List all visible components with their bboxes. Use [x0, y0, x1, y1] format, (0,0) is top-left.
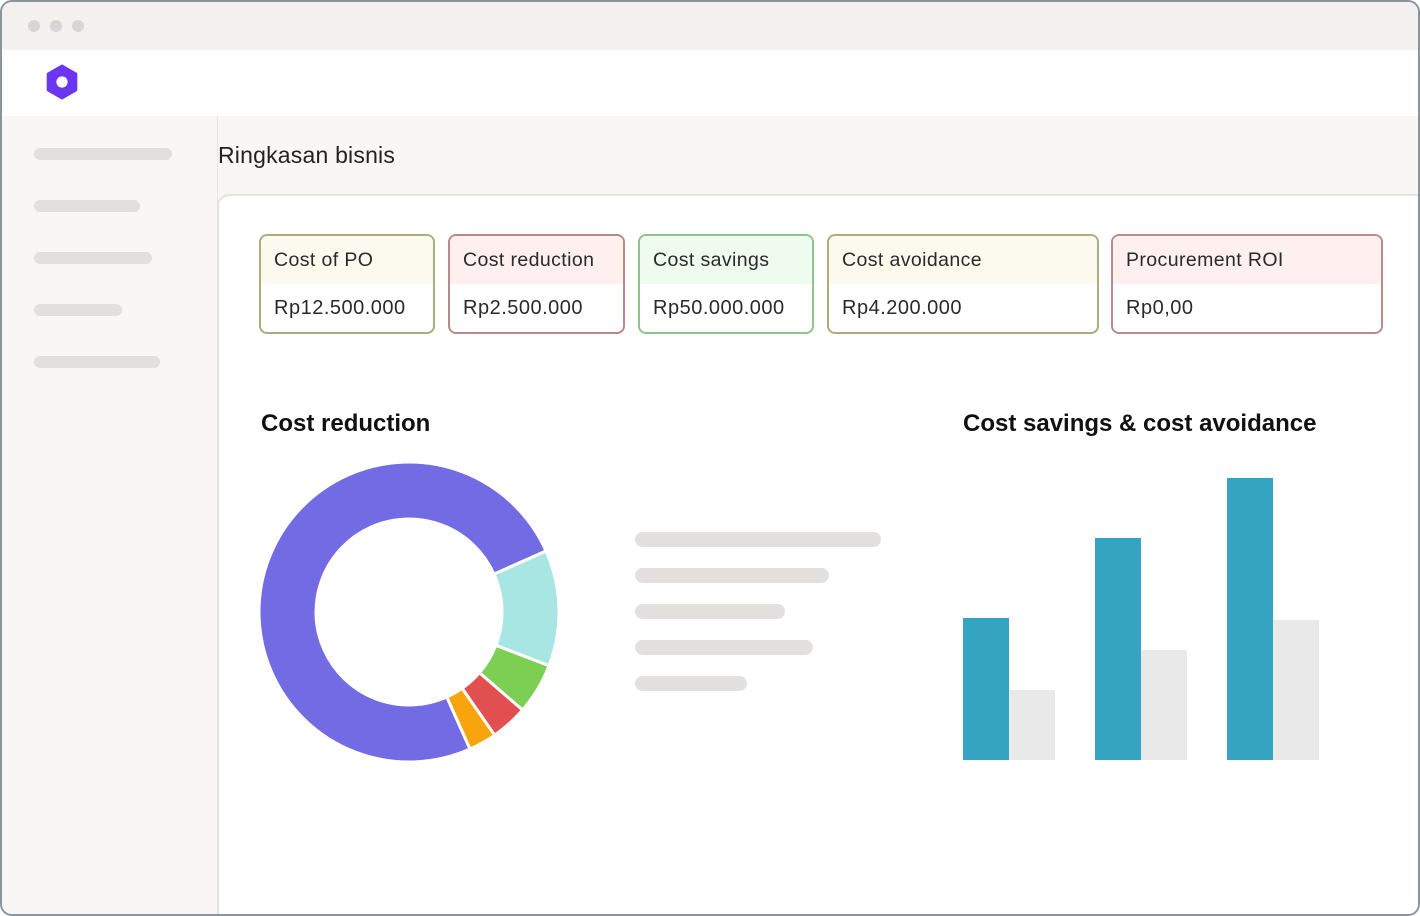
metric-label: Cost of PO: [261, 236, 433, 284]
legend-item: [635, 568, 829, 583]
metric-label: Cost savings: [640, 236, 812, 284]
bar-cost-savings[interactable]: [1227, 478, 1273, 760]
app-body: Ringkasan bisnis Cost of PO Rp12.500.000…: [2, 116, 1418, 914]
legend-item: [635, 676, 747, 691]
app-header: [2, 50, 1418, 116]
cost-reduction-donut-chart[interactable]: [257, 460, 561, 764]
cost-savings-avoidance-bar-chart[interactable]: [963, 478, 1323, 760]
donut-chart-title: Cost reduction: [261, 410, 431, 437]
sidebar: [2, 116, 218, 914]
sidebar-item[interactable]: [34, 148, 172, 160]
metric-value: Rp0,00: [1126, 297, 1194, 319]
metric-label: Cost reduction: [450, 236, 623, 284]
legend-item: [635, 604, 785, 619]
hexagon-logo-icon[interactable]: [44, 64, 80, 100]
sidebar-item[interactable]: [34, 356, 160, 368]
page-title: Ringkasan bisnis: [218, 142, 396, 168]
bar-chart-title: Cost savings & cost avoidance: [963, 410, 1317, 437]
window-titlebar: [2, 2, 1418, 50]
sidebar-item[interactable]: [34, 252, 152, 264]
summary-panel: Cost of PO Rp12.500.000 Cost reduction R…: [217, 194, 1418, 914]
bar-cost-savings[interactable]: [1095, 538, 1141, 760]
metric-card-cost-of-po[interactable]: Cost of PO Rp12.500.000: [259, 234, 435, 334]
window-dot[interactable]: [50, 20, 62, 32]
sidebar-item[interactable]: [34, 304, 122, 316]
bar-cost-avoidance[interactable]: [1009, 690, 1055, 760]
bar-cost-avoidance[interactable]: [1273, 620, 1319, 760]
metric-card-procurement-roi[interactable]: Procurement ROI Rp0,00: [1111, 234, 1383, 334]
metric-card-cost-savings[interactable]: Cost savings Rp50.000.000: [638, 234, 814, 334]
donut-slice[interactable]: [444, 686, 497, 752]
metric-value: Rp12.500.000: [274, 297, 406, 319]
metric-label: Procurement ROI: [1113, 236, 1381, 284]
metric-value: Rp4.200.000: [842, 297, 963, 319]
window-dot[interactable]: [28, 20, 40, 32]
bar-cost-savings[interactable]: [963, 618, 1009, 760]
legend-item: [635, 640, 813, 655]
metric-label: Cost avoidance: [829, 236, 1097, 284]
bar-cost-avoidance[interactable]: [1141, 650, 1187, 760]
metric-value: Rp2.500.000: [463, 297, 584, 319]
donut-slice[interactable]: [257, 460, 549, 764]
metric-card-cost-reduction[interactable]: Cost reduction Rp2.500.000: [448, 234, 625, 334]
metric-card-cost-avoidance[interactable]: Cost avoidance Rp4.200.000: [827, 234, 1099, 334]
sidebar-item[interactable]: [34, 200, 140, 212]
metric-value: Rp50.000.000: [653, 297, 785, 319]
legend-item: [635, 532, 881, 547]
window-dot[interactable]: [72, 20, 84, 32]
